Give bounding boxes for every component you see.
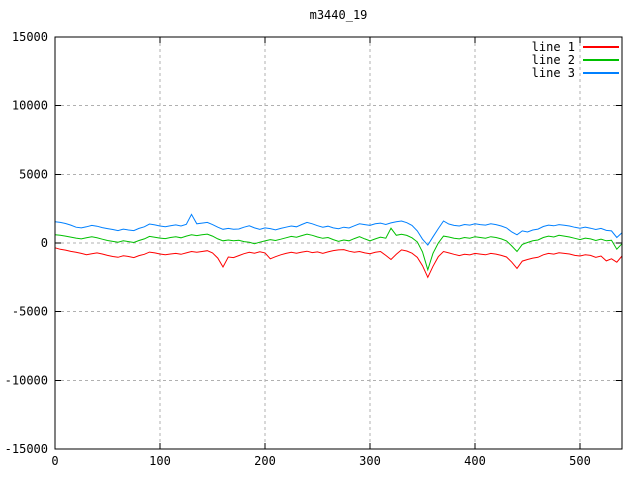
- legend-label-line-3: line 3: [531, 65, 575, 80]
- legend-swatch-line-1: [583, 45, 619, 48]
- x-tick-label-300: 300: [359, 454, 381, 468]
- x-tick-label-100: 100: [149, 454, 171, 468]
- legend-label-line-2: line 2: [531, 52, 575, 67]
- series-line-1: [54, 247, 623, 279]
- legend-swatch-line-3: [583, 71, 619, 74]
- legend: line 1 line 2 line 3: [531, 39, 619, 80]
- legend-label-line-1: line 1: [531, 39, 575, 54]
- x-tick-label-0: 0: [51, 454, 58, 468]
- y-tick-label-5000: 5000: [19, 167, 48, 181]
- legend-item-line-2: line 2: [531, 52, 619, 67]
- legend-swatch-line-2: [583, 58, 619, 61]
- legend-item-line-3: line 3: [531, 65, 619, 80]
- chart-title: m3440_19: [309, 8, 368, 22]
- x-tick-label-500: 500: [569, 454, 591, 468]
- y-tick-label--10000: -10000: [5, 373, 48, 387]
- x-tick-label-200: 200: [254, 454, 276, 468]
- y-tick-label-0: 0: [41, 236, 48, 250]
- y-tick-label-10000: 10000: [12, 99, 48, 113]
- y-tick-label-15000: 15000: [12, 30, 48, 44]
- x-tick-label-400: 400: [464, 454, 486, 468]
- y-tick-label--15000: -15000: [5, 442, 48, 456]
- legend-item-line-1: line 1: [531, 39, 619, 54]
- series-line-2: [54, 227, 623, 272]
- y-tick-label--5000: -5000: [12, 305, 48, 319]
- series-line-3: [54, 213, 623, 246]
